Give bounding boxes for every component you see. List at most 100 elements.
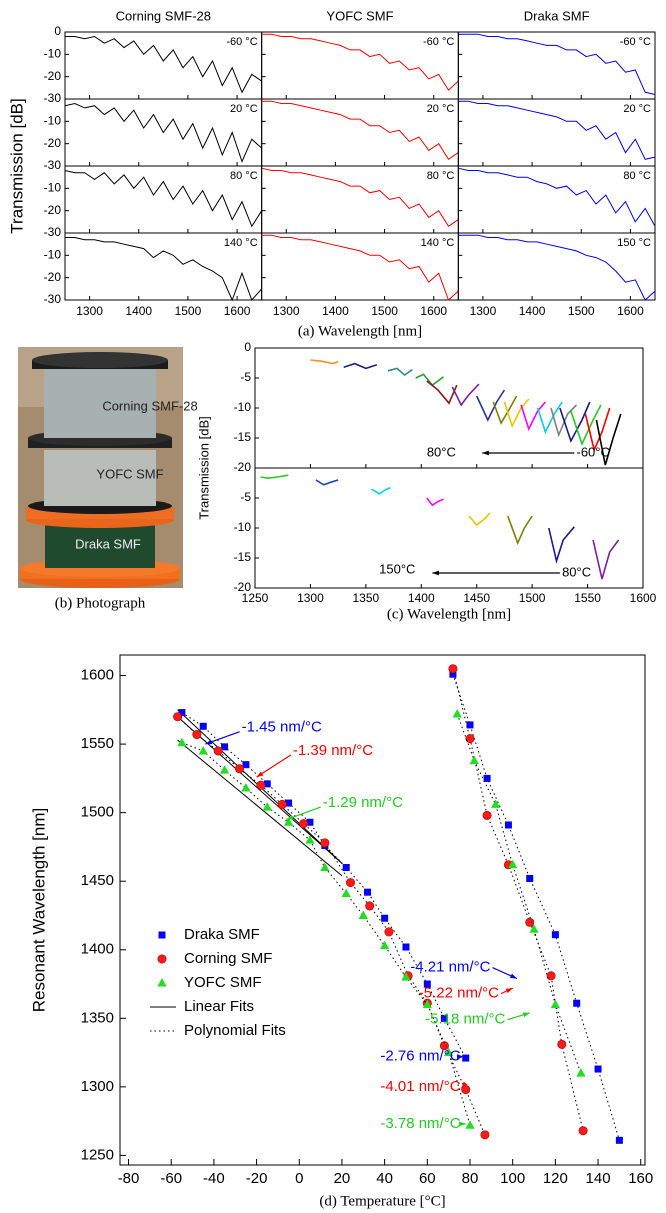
dip [451,383,480,407]
spectrum [64,170,263,228]
data-point [384,927,394,937]
x-tick-label: 40 [376,1170,393,1187]
slope-annotation: -4.01 nm/°C [380,1078,460,1095]
y-tick-label: -15 [234,430,252,444]
data-point [508,859,518,869]
caption: (b) Photograph [55,595,146,611]
x-axis-label: (a) Wavelength [nm] [298,323,422,339]
x-tick-label: 1300 [297,591,324,605]
data-point [320,862,330,871]
y-tick-label: -15 [234,550,252,564]
dip [507,515,533,546]
x-tick-label: -80 [118,1170,140,1187]
column-title: YOFC SMF [326,8,393,23]
legend-label: Linear Fits [184,998,254,1015]
slope-annotation: -1.45 nm/°C [242,719,322,736]
x-tick-label: 1550 [574,591,601,605]
data-point [277,799,287,809]
data-point [283,817,294,826]
data-point [578,1126,588,1136]
data-point [448,664,458,674]
data-point [219,765,230,774]
dip [570,404,602,447]
dip [468,512,491,527]
arrow-head [459,1121,466,1127]
plot-frame [119,654,646,1166]
dip [536,401,563,435]
spectrum [64,102,263,163]
data-point [345,878,355,888]
spectrum [261,234,459,301]
spectrum [261,100,459,161]
x-tick-label: 1400 [125,304,152,318]
spectrum [261,167,459,228]
x-tick-label: -60 [160,1170,182,1187]
data-point [242,761,250,769]
x-tick-label: 1500 [371,304,398,318]
data-point [546,971,556,981]
x-tick-label: 1400 [408,591,435,605]
y-tick-label: 1450 [81,872,114,889]
dip [595,413,622,466]
x-tick-label: 1600 [420,304,447,318]
y-tick-label: -10 [44,248,62,262]
photograph: Corning SMF-28 YOFC SMF Draka SMF (b) Ph… [18,347,198,611]
data-point [529,924,539,933]
data-point [235,764,245,774]
arrow-head [482,450,489,456]
dip [592,539,620,580]
x-tick-label: 100 [500,1170,525,1187]
data-point [285,799,293,807]
y-axis-label: Resonant Wavelength [nm] [29,808,48,1012]
y-tick-label: -20 [44,270,62,284]
y-tick-label: 1400 [81,941,114,958]
data-point [439,1041,449,1051]
spool-fiber [44,368,156,438]
x-tick-label: 120 [543,1170,568,1187]
x-tick-label: 1600 [630,591,657,605]
dip [426,380,458,405]
y-tick-label: -10 [44,181,62,195]
data-point [557,1039,567,1049]
dip [315,479,339,486]
spectrum [458,33,656,95]
data-point [452,708,462,718]
x-axis-label: (c) Wavelength [nm] [387,606,511,622]
data-point [483,774,491,782]
data-point [469,755,479,765]
temperature-label: 20 °C [230,103,258,115]
polynomial-fit [177,668,584,1135]
linear-fit [177,716,343,864]
data-point [364,888,372,896]
data-point [262,802,272,811]
data-point [440,1014,448,1022]
data-point [422,999,432,1009]
data-point [381,914,389,922]
legend-marker [157,978,167,987]
data-point [480,1130,490,1140]
data-point [221,743,229,751]
data-point [256,780,266,790]
dip [387,367,413,377]
dip [548,526,575,565]
slope-annotation: -3.78 nm/°C [380,1115,460,1132]
data-point [465,1120,475,1129]
arrow-head [522,1012,530,1018]
data-point [320,838,330,848]
temperature-label: 140 °C [224,237,258,249]
y-tick-label: -30 [44,225,62,239]
spectrum [458,234,656,301]
data-point [402,943,410,951]
dip [415,373,444,387]
y-tick-label: -10 [44,114,62,128]
x-tick-label: -40 [203,1170,225,1187]
polynomial-fit [181,674,620,1141]
x-tick-label: 1300 [76,304,103,318]
data-point [462,1054,470,1062]
dip [520,401,547,432]
arrow-head [457,1054,464,1060]
arrow-head [461,1081,468,1089]
x-tick-label: 1300 [273,304,300,318]
y-tick-label: -30 [44,292,62,306]
dip [343,362,378,370]
